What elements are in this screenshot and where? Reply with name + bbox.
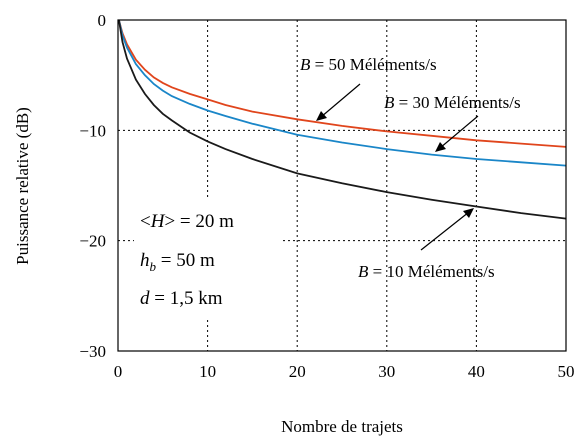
arrow-b50 [316, 83, 361, 121]
x-axis-title: Nombre de trajets [281, 417, 403, 436]
param-mean-height: <H> = 20 m [140, 211, 234, 232]
annotation-b50: B = 50 Méléments/s [300, 55, 437, 74]
annotation-b30: B = 30 Méléments/s [384, 93, 521, 112]
x-tick-label: 40 [468, 362, 485, 381]
arrow-b30 [435, 115, 479, 152]
x-tick-label: 30 [378, 362, 395, 381]
param-distance: d = 1,5 km [140, 288, 223, 309]
series-line-0 [118, 19, 567, 148]
series-line-2 [118, 19, 567, 220]
y-tick-label: −20 [79, 232, 106, 251]
param-box [134, 200, 282, 320]
annotation-b10: B = 10 Méléments/s [358, 262, 495, 281]
series-line-1 [118, 19, 567, 167]
y-tick-label: −30 [79, 342, 106, 361]
arrow-b10 [420, 208, 474, 251]
y-tick-label: 0 [98, 11, 107, 30]
x-tick-label: 10 [199, 362, 216, 381]
tick-labels: 0 10 20 30 40 50 0 −10 −20 −30 [79, 11, 574, 381]
series-lines [118, 19, 567, 220]
x-tick-label: 0 [114, 362, 123, 381]
x-tick-label: 50 [558, 362, 575, 381]
y-tick-label: −10 [79, 121, 106, 140]
param-base-height: hb = 50 m [140, 250, 215, 274]
plot-frame [117, 19, 567, 352]
x-tick-label: 20 [289, 362, 306, 381]
y-axis-title: Puissance relative (dB) [13, 107, 32, 265]
